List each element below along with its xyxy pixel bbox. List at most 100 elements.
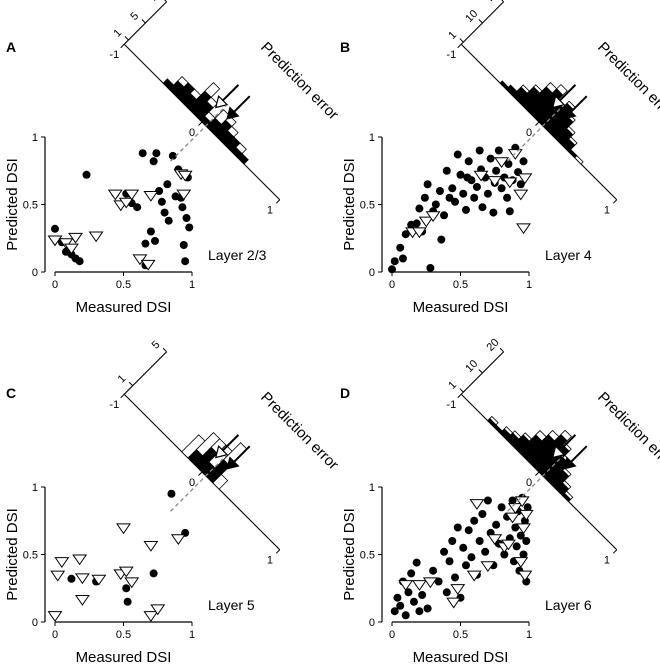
y-tick-label: 0	[32, 267, 38, 279]
filled-circle-point	[475, 537, 484, 545]
filled-circle-point	[464, 526, 473, 535]
y-axis-title: Predicted DSI	[341, 508, 358, 601]
open-triangle-point	[63, 243, 79, 255]
filled-circle-point	[511, 523, 520, 532]
hist-count-tick	[164, 0, 167, 3]
filled-circle-point	[451, 573, 460, 582]
filled-circle-point	[152, 149, 161, 158]
filled-circle-point	[504, 160, 513, 168]
open-triangle-point	[74, 573, 90, 585]
hist-dashed-line	[170, 455, 227, 512]
filled-circle-point	[429, 566, 438, 575]
open-triangle-point	[517, 570, 533, 582]
filled-circle-point	[453, 523, 462, 532]
panel-letter: B	[340, 39, 350, 55]
hist-error-tick-label: -1	[109, 49, 119, 61]
hist-bar-open	[561, 480, 572, 490]
filled-circle-point	[481, 547, 490, 556]
hist-bar-open	[563, 490, 574, 501]
hist-error-tick	[612, 549, 618, 554]
open-triangle-point	[418, 216, 434, 228]
filled-circle-point	[181, 257, 190, 266]
hist-filled-arrow-shaft	[232, 95, 251, 114]
filled-circle-point	[500, 550, 509, 559]
open-triangle-point	[140, 259, 156, 271]
x-tick-label: 0	[389, 629, 395, 641]
hist-error-tick	[275, 199, 281, 204]
filled-circle-point	[415, 607, 424, 616]
hist-error-tick-label: -1	[446, 399, 456, 411]
y-tick-label: 1	[369, 482, 375, 494]
filled-circle-point	[435, 187, 444, 195]
hist-title: Prediction error	[257, 389, 342, 474]
filled-circle-point	[461, 561, 470, 570]
layer-label: Layer 2/3	[208, 247, 267, 263]
hist-filled-arrow-head	[563, 106, 577, 120]
open-triangle-point	[177, 170, 193, 182]
open-triangle-point	[450, 584, 466, 595]
open-triangle-point	[502, 177, 518, 189]
filled-circle-point	[470, 193, 479, 202]
layer-label: Layer 6	[545, 597, 592, 613]
filled-circle-point	[519, 157, 528, 166]
x-axis-title: Measured DSI	[76, 649, 172, 664]
open-triangle-point	[47, 611, 63, 622]
filled-circle-point	[467, 176, 476, 185]
hist-error-tick	[457, 43, 462, 49]
y-tick-label: 0	[369, 267, 375, 279]
filled-circle-point	[415, 204, 424, 213]
filled-circle-point	[461, 205, 470, 214]
open-triangle-point	[422, 577, 438, 589]
filled-circle-point	[141, 239, 150, 248]
hist-error-tick-label: 0	[526, 477, 532, 489]
filled-circle-point	[470, 516, 479, 525]
hist-count-tick	[459, 38, 464, 43]
hist-dashed-line	[170, 105, 227, 162]
hist-error-tick-label: 0	[189, 127, 195, 139]
filled-circle-point	[451, 197, 460, 206]
hist-count-tick	[478, 19, 483, 24]
filled-circle-point	[505, 207, 514, 216]
filled-circle-point	[459, 189, 468, 198]
filled-circle-point	[179, 241, 188, 249]
filled-circle-point	[160, 208, 169, 217]
hist-bar-open	[227, 125, 239, 138]
open-triangle-point	[487, 534, 503, 546]
filled-circle-point	[492, 520, 501, 529]
open-triangle-point	[143, 540, 159, 552]
hist-open-arrow-shaft	[557, 84, 577, 103]
hist-error-tick-label: 1	[267, 555, 273, 567]
filled-circle-point	[138, 149, 147, 158]
hist-open-arrow-head	[551, 95, 566, 109]
open-triangle-point	[516, 223, 531, 235]
filled-circle-point	[423, 604, 432, 613]
open-triangle-point	[143, 611, 159, 622]
filled-circle-point	[168, 151, 177, 160]
filled-circle-point	[448, 184, 457, 193]
x-tick-label: 0	[52, 279, 58, 291]
prediction-error-histogram: -1 0 1 1 5 Prediction error	[109, 339, 341, 567]
filled-circle-point	[412, 219, 421, 228]
layer-label: Layer 5	[208, 597, 255, 613]
filled-circle-point	[82, 170, 91, 179]
x-tick-label: 1	[189, 629, 195, 641]
open-triangle-point	[176, 189, 192, 201]
hist-error-tick	[198, 471, 203, 476]
x-tick-label: 1	[526, 279, 532, 291]
filled-circle-point	[497, 184, 506, 193]
open-triangle-point	[517, 173, 533, 185]
open-triangle-point	[50, 570, 66, 582]
open-triangle-point	[425, 211, 441, 223]
hist-count-axis	[460, 351, 505, 395]
hist-error-tick	[612, 199, 618, 204]
y-tick-label: 0	[32, 617, 38, 629]
open-triangle-point	[74, 594, 90, 606]
filled-circle-point	[409, 597, 418, 606]
hist-open-arrow-head	[551, 445, 566, 459]
y-tick-label: 1	[32, 482, 38, 494]
hist-bar-open	[204, 81, 221, 98]
y-tick-label: 0.5	[360, 550, 375, 562]
prediction-error-histogram: -1011510Prediction error	[109, 0, 342, 217]
hist-bar-filled	[237, 152, 249, 165]
